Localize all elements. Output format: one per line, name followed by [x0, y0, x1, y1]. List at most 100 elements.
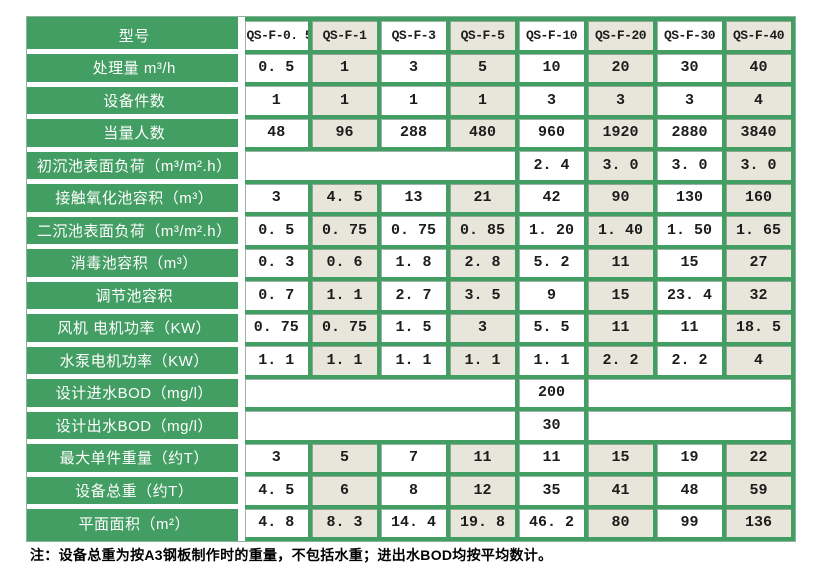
row-label: 二沉池表面负荷（m³/m².h）	[27, 211, 245, 249]
data-cell: 1. 1	[446, 342, 519, 379]
spec-table: 型号 QS-F-0. 5 QS-F-1 QS-F-3 QS-F-5 QS-F-10 QS-F…	[27, 17, 795, 541]
row-label: 水泵电机功率（KW）	[27, 341, 245, 379]
data-cell: 0. 85	[446, 212, 519, 249]
data-cell: 3	[653, 82, 726, 119]
data-cell: 4. 5	[308, 179, 381, 216]
row-label: 设计出水BOD（mg/l）	[27, 406, 245, 444]
row-label: 设备总重（约T）	[27, 471, 245, 509]
data-cell: 46. 2	[515, 504, 588, 541]
data-cell: 2. 4	[515, 147, 588, 184]
column-header: QS-F-20	[584, 17, 657, 54]
data-cell: 1. 1	[308, 342, 381, 379]
data-cell: 4	[722, 342, 795, 379]
empty-cell	[584, 374, 795, 411]
data-cell: 2. 7	[377, 277, 450, 314]
data-cell: 4. 8	[239, 504, 312, 541]
data-cell: 0. 75	[377, 212, 450, 249]
data-cell: 9	[515, 277, 588, 314]
header-row: 型号 QS-F-0. 5 QS-F-1 QS-F-3 QS-F-5 QS-F-10 QS-F…	[27, 17, 795, 54]
row-label: 接触氧化池容积（m³）	[27, 179, 245, 217]
row-label: 消毒池容积（m³）	[27, 244, 245, 282]
spec-row: 设备总重（约T） 4. 5 6 8 12 35 41 48 59	[27, 471, 795, 509]
data-cell: 3	[239, 439, 312, 476]
data-cell: 160	[722, 179, 795, 216]
data-cell: 4	[722, 82, 795, 119]
data-cell: 14. 4	[377, 504, 450, 541]
data-cell: 48	[653, 472, 726, 509]
data-cell: 1. 1	[377, 342, 450, 379]
spec-row: 当量人数 48 96 288 480 960 1920 2880 3840	[27, 114, 795, 152]
spec-row: 接触氧化池容积（m³） 3 4. 5 13 21 42 90 130 160	[27, 179, 795, 217]
data-cell: 27	[722, 244, 795, 281]
spec-row: 最大单件重量（约T） 3 5 7 11 11 15 19 22	[27, 439, 795, 477]
data-cell: 480	[446, 114, 519, 151]
data-cell: 15	[584, 277, 657, 314]
data-cell: 5	[446, 49, 519, 86]
data-cell: 4. 5	[239, 472, 312, 509]
data-cell: 15	[584, 439, 657, 476]
data-cell: 2. 2	[653, 342, 726, 379]
data-cell: 1	[377, 82, 450, 119]
data-cell: 3	[584, 82, 657, 119]
data-cell: 7	[377, 439, 450, 476]
data-cell: 1920	[584, 114, 657, 151]
data-cell: 0. 75	[308, 212, 381, 249]
data-cell: 40	[722, 49, 795, 86]
data-cell: 3	[446, 309, 519, 346]
data-cell: 11	[584, 244, 657, 281]
data-cell: 12	[446, 472, 519, 509]
column-header: QS-F-30	[653, 17, 726, 54]
empty-cell	[584, 407, 795, 444]
spec-table-body: 型号 QS-F-0. 5 QS-F-1 QS-F-3 QS-F-5 QS-F-10 QS-F…	[27, 17, 795, 541]
data-cell: 11	[446, 439, 519, 476]
data-cell: 5. 5	[515, 309, 588, 346]
row-label: 设备件数	[27, 81, 245, 119]
data-cell: 15	[653, 244, 726, 281]
data-cell: 3840	[722, 114, 795, 151]
column-header: QS-F-40	[722, 17, 795, 54]
row-label: 当量人数	[27, 114, 245, 152]
data-cell: 11	[584, 309, 657, 346]
data-cell: 23. 4	[653, 277, 726, 314]
data-cell: 960	[515, 114, 588, 151]
data-cell: 32	[722, 277, 795, 314]
data-cell: 11	[653, 309, 726, 346]
spec-row: 调节池容积 0. 7 1. 1 2. 7 3. 5 9 15 23. 4 32	[27, 276, 795, 314]
data-cell: 11	[515, 439, 588, 476]
data-cell: 1	[308, 82, 381, 119]
data-cell: 288	[377, 114, 450, 151]
row-label: 平面面积（m²）	[27, 504, 245, 541]
data-cell: 96	[308, 114, 381, 151]
data-cell: 80	[584, 504, 657, 541]
data-cell: 41	[584, 472, 657, 509]
data-cell: 2. 2	[584, 342, 657, 379]
data-cell: 6	[308, 472, 381, 509]
data-cell: 0. 6	[308, 244, 381, 281]
data-cell: 3. 0	[653, 147, 726, 184]
spec-row: 消毒池容积（m³） 0. 3 0. 6 1. 8 2. 8 5. 2 11 15 27	[27, 244, 795, 282]
row-label: 风机 电机功率（KW）	[27, 309, 245, 347]
data-cell: 1. 50	[653, 212, 726, 249]
data-cell: 3. 5	[446, 277, 519, 314]
column-header: QS-F-5	[446, 17, 519, 54]
row-label: 初沉池表面负荷（m³/m².h）	[27, 146, 245, 184]
data-cell: 130	[653, 179, 726, 216]
data-cell: 30	[653, 49, 726, 86]
data-cell: 48	[239, 114, 312, 151]
spec-row: 二沉池表面负荷（m³/m².h） 0. 5 0. 75 0. 75 0. 85 1. 20…	[27, 211, 795, 249]
data-cell: 1. 1	[308, 277, 381, 314]
data-cell: 0. 5	[239, 212, 312, 249]
spec-row: 平面面积（m²） 4. 8 8. 3 14. 4 19. 8 46. 2 80 99 136	[27, 504, 795, 541]
data-cell: 3. 0	[722, 147, 795, 184]
row-label: 调节池容积	[27, 276, 245, 314]
data-cell: 200	[515, 374, 588, 411]
data-cell: 0. 5	[239, 49, 312, 86]
data-cell: 19	[653, 439, 726, 476]
spec-row: 设备件数 1 1 1 1 3 3 3 4	[27, 81, 795, 119]
footnote: 注：设备总重为按A3钢板制作时的重量，不包括水重；进出水BOD均按平均数计。	[30, 547, 553, 563]
data-cell: 0. 3	[239, 244, 312, 281]
data-cell: 0. 75	[239, 309, 312, 346]
spec-row: 处理量 m³/h 0. 5 1 3 5 10 20 30 40	[27, 49, 795, 87]
row-label: 处理量 m³/h	[27, 49, 245, 87]
